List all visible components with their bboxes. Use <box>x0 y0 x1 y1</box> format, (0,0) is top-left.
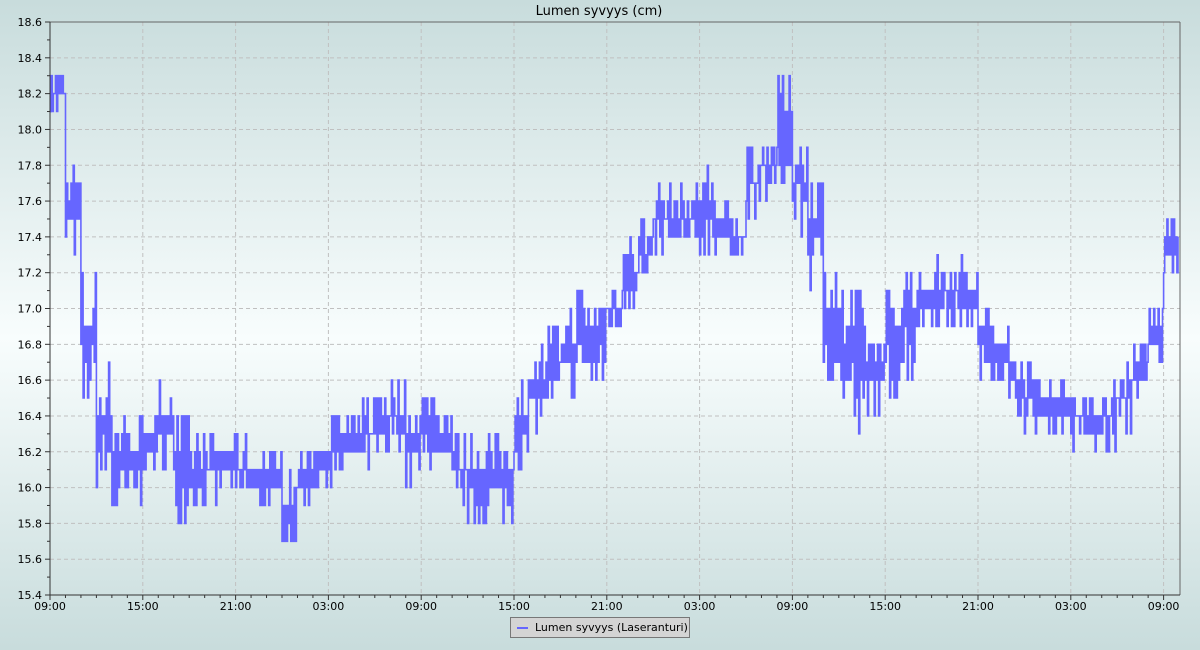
x-tick-label: 21:00 <box>591 600 623 613</box>
x-tick-label: 09:00 <box>777 600 809 613</box>
y-tick-label: 18.2 <box>18 88 43 101</box>
y-tick-label: 16.6 <box>18 374 43 387</box>
y-tick-label: 16.0 <box>18 482 43 495</box>
legend: Lumen syvyys (Laseranturi) <box>510 617 690 638</box>
y-tick-label: 17.6 <box>18 195 43 208</box>
x-tick-label: 15:00 <box>869 600 901 613</box>
x-tick-label: 21:00 <box>962 600 994 613</box>
chart-title: Lumen syvyys (cm) <box>536 4 663 19</box>
legend-label: Lumen syvyys (Laseranturi) <box>535 621 688 634</box>
x-tick-label: 03:00 <box>313 600 345 613</box>
legend-swatch <box>517 627 528 629</box>
y-tick-label: 17.0 <box>18 303 43 316</box>
y-tick-label: 18.6 <box>18 16 43 29</box>
x-tick-label: 09:00 <box>405 600 437 613</box>
y-tick-label: 16.4 <box>18 410 43 423</box>
series-lumen-syvyys <box>50 74 1179 543</box>
y-tick-label: 17.4 <box>18 231 43 244</box>
y-tick-label: 15.8 <box>18 517 43 530</box>
x-tick-label: 03:00 <box>684 600 716 613</box>
y-tick-label: 18.0 <box>18 123 43 136</box>
x-tick-label: 09:00 <box>1148 600 1180 613</box>
x-tick-label: 03:00 <box>1055 600 1087 613</box>
x-tick-label: 15:00 <box>127 600 159 613</box>
y-tick-label: 16.8 <box>18 338 43 351</box>
axes: 15.4 15.6 15.8 16.0 16.2 16.4 16.6 16.8 17.0 17.2… <box>18 16 1181 613</box>
y-tick-label: 16.2 <box>18 446 43 459</box>
y-tick-label: 17.2 <box>18 267 43 280</box>
series-line <box>50 74 1179 543</box>
y-tick-label: 17.8 <box>18 159 43 172</box>
x-tick-label: 09:00 <box>34 600 66 613</box>
y-tick-label: 15.4 <box>18 589 43 602</box>
x-tick-label: 15:00 <box>498 600 530 613</box>
y-tick-label: 18.4 <box>18 52 43 65</box>
y-tick-label: 15.6 <box>18 553 43 566</box>
x-tick-label: 21:00 <box>220 600 252 613</box>
